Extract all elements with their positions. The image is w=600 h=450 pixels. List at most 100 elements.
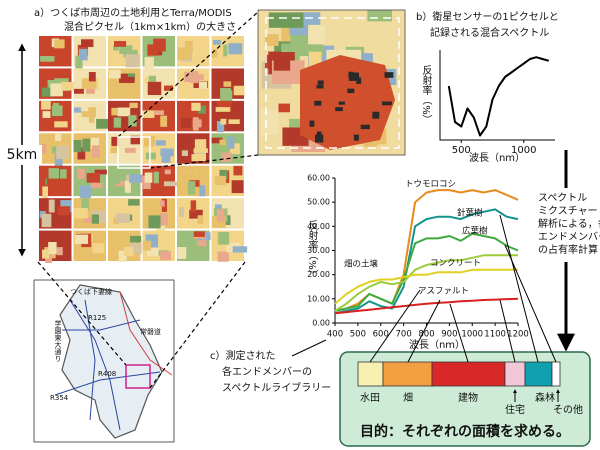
zoom-patch bbox=[273, 55, 291, 71]
panel-a-title: 混合ピクセル（1km×1km）の大きさ bbox=[64, 20, 236, 33]
tile-patch bbox=[144, 77, 152, 86]
composition-bar bbox=[357, 361, 561, 387]
zoom-building bbox=[335, 107, 343, 112]
tile-patch bbox=[185, 40, 193, 53]
map-label: R408 bbox=[98, 370, 116, 378]
tile-patch bbox=[164, 85, 173, 91]
x-tick-label: 1200 bbox=[507, 330, 529, 340]
series-label: 針葉樹 bbox=[457, 208, 483, 219]
map-label: つくば下妻線 bbox=[70, 287, 112, 296]
tile-patch bbox=[228, 43, 243, 55]
y-axis-label: 反射率（%） bbox=[420, 65, 432, 125]
analysis-note: スペクトル bbox=[538, 192, 587, 204]
tile-patch bbox=[113, 175, 121, 185]
tile-patch bbox=[153, 38, 166, 52]
scale-label: 5km bbox=[7, 147, 38, 163]
tile-patch bbox=[177, 247, 187, 259]
x-tick-label: 400 bbox=[327, 330, 343, 340]
zoomed-pixel bbox=[257, 9, 406, 156]
series-label: アスファルト bbox=[418, 287, 469, 297]
tile-patch bbox=[198, 105, 206, 114]
tile-patch bbox=[189, 71, 199, 84]
tile-patch bbox=[108, 69, 121, 79]
tile-patch bbox=[90, 182, 103, 189]
tile-patch bbox=[51, 105, 63, 117]
city-boundary bbox=[59, 284, 163, 439]
tile-patch bbox=[191, 154, 206, 162]
tile-patch bbox=[214, 175, 227, 186]
tile-patch bbox=[213, 39, 221, 45]
tile-patch bbox=[123, 246, 134, 257]
tile-patch bbox=[73, 107, 85, 113]
tile-patch bbox=[159, 200, 165, 207]
tile-patch bbox=[54, 39, 65, 49]
series-label: コンクリート bbox=[430, 259, 481, 269]
tile-patch bbox=[190, 200, 197, 213]
tile-patch bbox=[117, 87, 128, 93]
tile-patch bbox=[181, 150, 189, 156]
tile-patch bbox=[217, 209, 225, 222]
tile-patch bbox=[152, 116, 159, 126]
tile-patch bbox=[73, 207, 88, 219]
tile-patch bbox=[233, 85, 245, 96]
tile-patch bbox=[217, 43, 224, 57]
tile-patch bbox=[124, 180, 131, 193]
tile-patch bbox=[113, 45, 119, 51]
zoom-building bbox=[356, 77, 362, 84]
tile-patch bbox=[75, 55, 83, 69]
tile-patch bbox=[218, 231, 230, 245]
segment-label: 建物 bbox=[458, 391, 478, 404]
x-tick-label: 800 bbox=[418, 330, 434, 340]
analysis-note: 解析による，各 bbox=[538, 217, 600, 230]
y-tick-label: 60.00 bbox=[307, 174, 330, 183]
tile-patch bbox=[197, 215, 204, 225]
mosaic-bg bbox=[38, 35, 245, 262]
map-label: R354 bbox=[50, 394, 69, 402]
tile-patch bbox=[161, 153, 171, 163]
tile-patch bbox=[223, 81, 233, 87]
tile-patch bbox=[142, 240, 152, 251]
tile-patch bbox=[48, 199, 55, 213]
x-tick-label: 900 bbox=[441, 330, 457, 340]
tile-patch bbox=[42, 111, 51, 118]
tile-patch bbox=[219, 169, 228, 180]
zoom-building bbox=[316, 131, 322, 138]
y-tick-label: 0.00 bbox=[312, 319, 330, 328]
tile-patch bbox=[164, 169, 171, 175]
x-axis-label: 波長（nm） bbox=[409, 338, 465, 351]
x-tick-label: 1000 bbox=[461, 330, 483, 340]
tile-patch bbox=[48, 242, 57, 255]
tile-patch bbox=[147, 81, 162, 96]
tile-patch bbox=[148, 215, 161, 229]
tile-patch bbox=[153, 110, 165, 116]
zoom-patch bbox=[268, 12, 304, 28]
tile-patch bbox=[42, 186, 48, 199]
tile-patch bbox=[193, 231, 205, 237]
tile-patch bbox=[189, 209, 203, 219]
tile-patch bbox=[194, 139, 207, 153]
tile-patch bbox=[155, 140, 166, 146]
tile-patch bbox=[77, 147, 86, 160]
tile-patch bbox=[157, 47, 163, 56]
tile-patch bbox=[117, 107, 131, 117]
tile-patch bbox=[57, 206, 71, 216]
zoom-building bbox=[353, 134, 359, 141]
zoom-building bbox=[317, 80, 324, 85]
tile-patch bbox=[79, 185, 91, 199]
tile-patch bbox=[81, 107, 97, 118]
tile-patch bbox=[60, 200, 72, 213]
tile-patch bbox=[228, 136, 235, 149]
tile-patch bbox=[215, 107, 231, 112]
tile-patch bbox=[220, 88, 233, 102]
link-lines bbox=[369, 214, 557, 363]
tile-patch bbox=[74, 234, 89, 244]
tile-patch bbox=[144, 172, 153, 183]
series-label: 畑の土壌 bbox=[344, 259, 379, 270]
tile-patch bbox=[81, 39, 94, 48]
spectrum-line bbox=[447, 56, 550, 137]
tile-patch bbox=[59, 169, 67, 179]
spectrum-line bbox=[334, 232, 519, 312]
segment-label: 水田 bbox=[360, 392, 380, 404]
tile-patch bbox=[119, 198, 128, 210]
